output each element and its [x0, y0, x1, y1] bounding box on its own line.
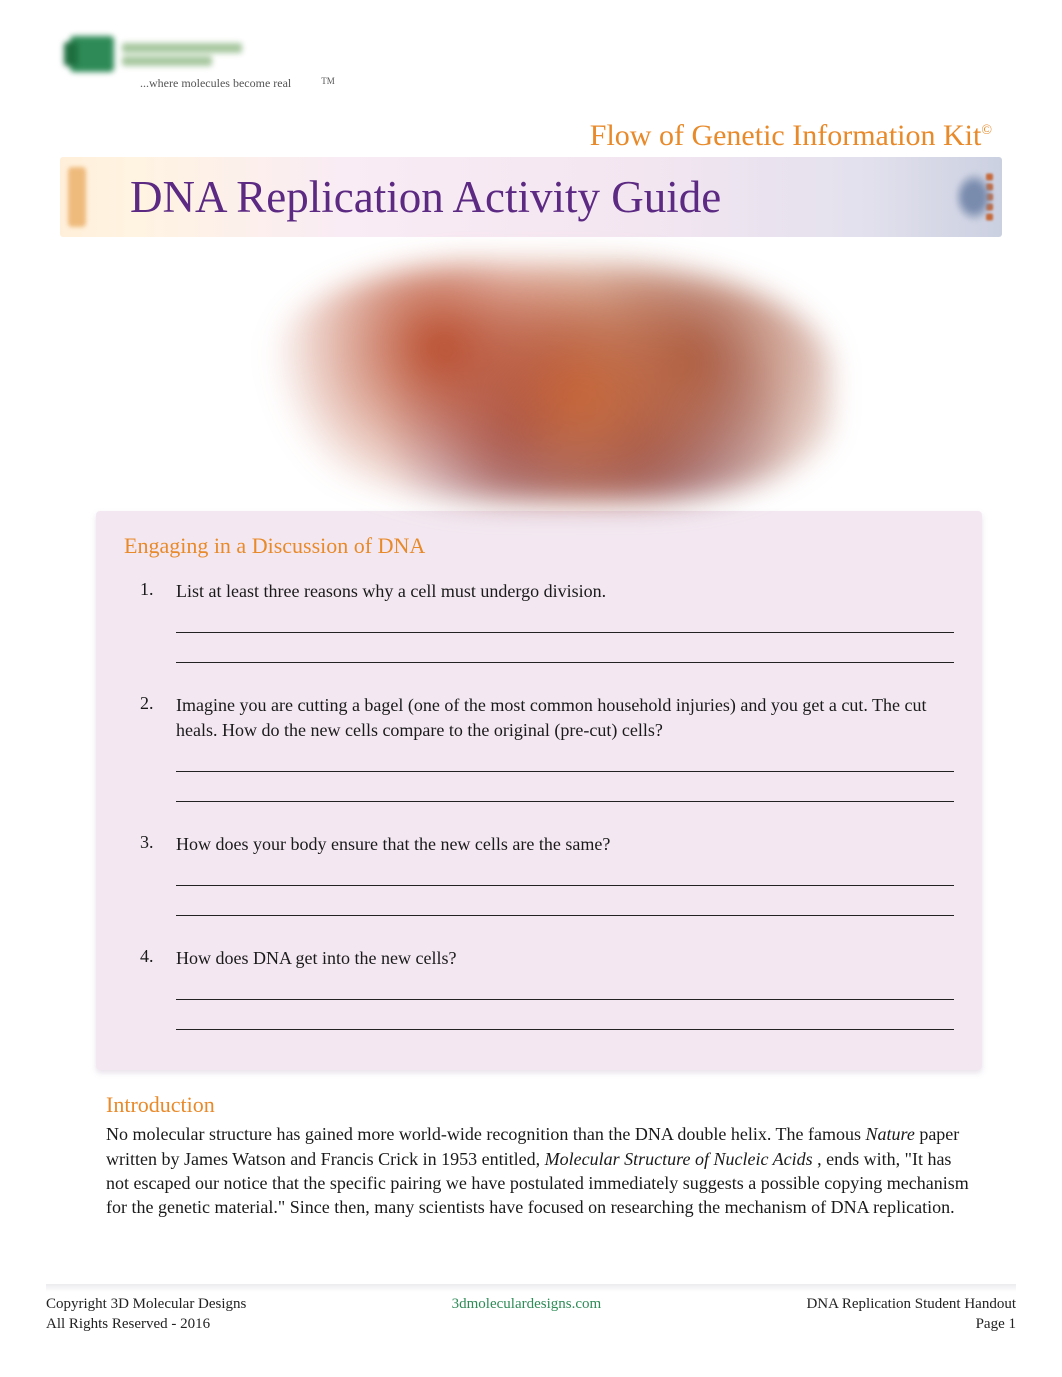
question-text: How does your body ensure that the new c…: [176, 832, 954, 856]
question-item: 4. How does DNA get into the new cells?: [140, 946, 954, 1038]
answer-line[interactable]: [176, 750, 954, 772]
intro-paper-title: Molecular Structure of Nucleic Acids: [545, 1149, 813, 1169]
intro-heading: Introduction: [106, 1092, 1002, 1118]
page: ...where molecules become real TM Flow o…: [0, 0, 1062, 1364]
answer-line[interactable]: [176, 1008, 954, 1030]
answer-line[interactable]: [176, 611, 954, 633]
title-banner: DNA Replication Activity Guide: [60, 157, 1002, 237]
hero-image: [200, 247, 902, 517]
intro-seg1: No molecular structure has gained more w…: [106, 1124, 865, 1144]
footer-doc-name: DNA Replication Student Handout: [806, 1294, 1016, 1314]
logo-mark: [70, 36, 114, 72]
page-footer: Copyright 3D Molecular Designs All Right…: [46, 1282, 1016, 1335]
logo-wordmark: [122, 43, 242, 66]
kit-line-text: Flow of Genetic Information Kit: [590, 119, 982, 152]
kit-line: Flow of Genetic Information Kit©: [60, 119, 992, 153]
logo-tagline: ...where molecules become real: [140, 76, 291, 91]
answer-line[interactable]: [176, 780, 954, 802]
answer-line[interactable]: [176, 894, 954, 916]
question-text: List at least three reasons why a cell m…: [176, 579, 954, 603]
kit-line-sup: ©: [981, 123, 992, 138]
question-text: How does DNA get into the new cells?: [176, 946, 954, 970]
logo-graphic: [70, 36, 335, 72]
footer-right: DNA Replication Student Handout Page 1: [806, 1294, 1016, 1335]
logo-tagline-row: ...where molecules become real TM: [70, 76, 335, 91]
answer-line[interactable]: [176, 864, 954, 886]
intro-journal: Nature: [865, 1124, 914, 1144]
question-item: 2. Imagine you are cutting a bagel (one …: [140, 693, 954, 810]
trademark-symbol: TM: [321, 76, 335, 86]
question-number: 4.: [140, 946, 176, 1038]
answer-line[interactable]: [176, 641, 954, 663]
question-list: 1. List at least three reasons why a cel…: [124, 579, 954, 1038]
footer-left: Copyright 3D Molecular Designs All Right…: [46, 1294, 246, 1335]
question-item: 1. List at least three reasons why a cel…: [140, 579, 954, 671]
dna-model-illustration: [271, 262, 831, 502]
footer-copyright: Copyright 3D Molecular Designs: [46, 1294, 246, 1314]
intro-paragraph: No molecular structure has gained more w…: [106, 1122, 970, 1219]
answer-line[interactable]: [176, 978, 954, 1000]
question-number: 3.: [140, 832, 176, 924]
page-title: DNA Replication Activity Guide: [130, 171, 721, 223]
discussion-panel: Engaging in a Discussion of DNA 1. List …: [96, 511, 982, 1070]
footer-page-number: Page 1: [806, 1314, 1016, 1334]
discussion-heading: Engaging in a Discussion of DNA: [124, 533, 954, 559]
question-text: Imagine you are cutting a bagel (one of …: [176, 693, 954, 742]
footer-url: 3dmoleculardesigns.com: [452, 1296, 602, 1312]
question-number: 2.: [140, 693, 176, 810]
brand-logo: ...where molecules become real TM: [60, 30, 345, 97]
banner-ornament-dots: [986, 174, 996, 221]
question-number: 1.: [140, 579, 176, 671]
footer-center: 3dmoleculardesigns.com: [246, 1294, 806, 1335]
question-item: 3. How does your body ensure that the ne…: [140, 832, 954, 924]
footer-rights: All Rights Reserved - 2016: [46, 1314, 246, 1334]
